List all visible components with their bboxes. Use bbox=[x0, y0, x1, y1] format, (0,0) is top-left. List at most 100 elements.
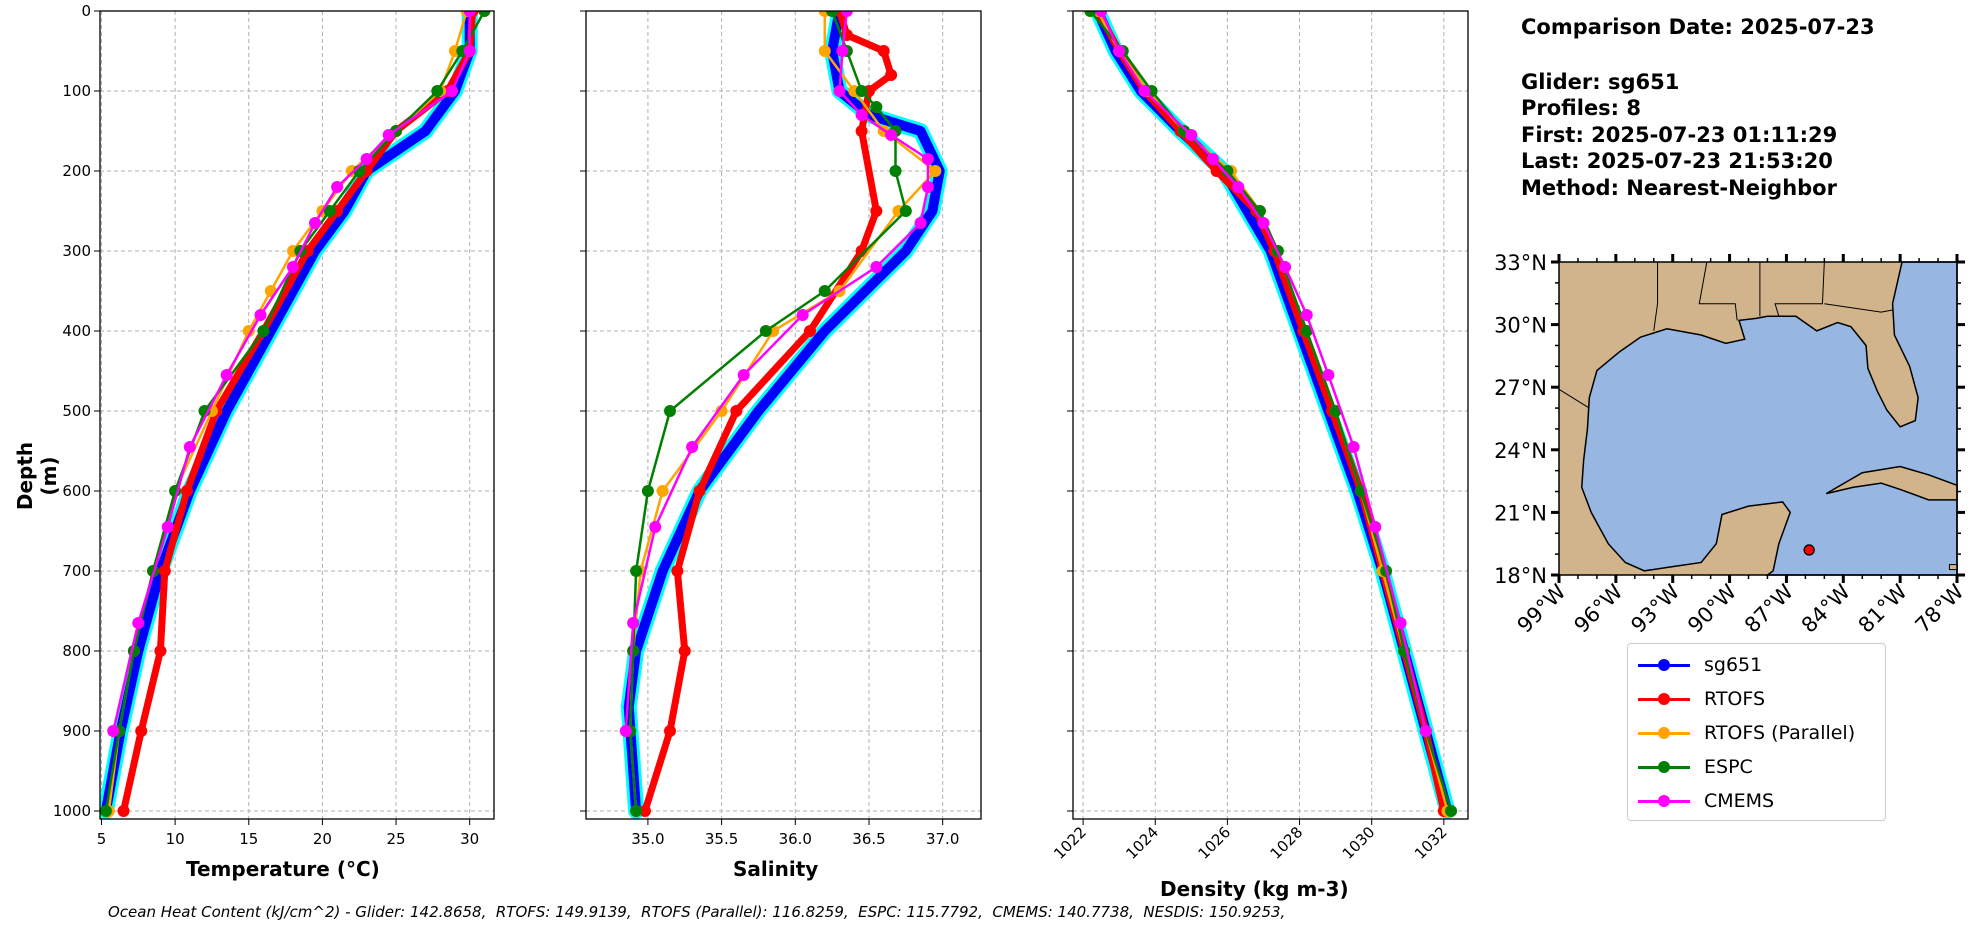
y-tick-label: 700 bbox=[62, 562, 91, 580]
y-tick-label: 400 bbox=[62, 322, 91, 340]
x-tick-label: 1028 bbox=[1267, 823, 1307, 863]
series-rtofs-marker bbox=[638, 805, 651, 817]
x-tick-label: 20 bbox=[313, 830, 332, 848]
lon-tick-label: 84°W bbox=[1797, 579, 1855, 637]
legend-item-rtofs: RTOFS bbox=[1628, 682, 1885, 716]
series-group bbox=[100, 11, 491, 819]
series-espc-marker bbox=[1221, 165, 1234, 177]
info-panel: Comparison Date: 2025-07-23 Glider: sg65… bbox=[1521, 14, 1875, 201]
x-tick-label: 1026 bbox=[1194, 823, 1234, 863]
x-tick-label: 30 bbox=[460, 830, 479, 848]
y-axis-label: Depth (m) bbox=[13, 441, 61, 511]
glider-position-marker bbox=[1803, 544, 1815, 556]
series-espc-marker bbox=[323, 205, 336, 217]
series-cmems-marker bbox=[836, 45, 849, 57]
temperature-axis-label: Temperature (°C) bbox=[186, 857, 380, 881]
method: Method: Nearest-Neighbor bbox=[1521, 175, 1837, 200]
series-espc-marker bbox=[855, 85, 868, 97]
legend-item-cmems: CMEMS bbox=[1628, 784, 1885, 818]
lon-tick-label: 96°W bbox=[1569, 579, 1627, 637]
series-rtofs-parallel-marker bbox=[656, 485, 669, 497]
series-espc-marker bbox=[257, 325, 270, 337]
panel-density: 1022 1024 1026 1028 1030 1032 bbox=[1050, 10, 1469, 863]
border-line bbox=[1653, 262, 1659, 331]
lon-tick-label: 90°W bbox=[1683, 579, 1741, 637]
legend-swatch bbox=[1638, 757, 1690, 777]
series-cmems-marker bbox=[1369, 521, 1382, 533]
lon-tick-label: 93°W bbox=[1626, 579, 1684, 637]
series-cmems-marker bbox=[833, 85, 846, 97]
series-rtofs-marker bbox=[693, 485, 706, 497]
border-line bbox=[1698, 261, 1738, 321]
x-tick-label: 36.0 bbox=[779, 830, 812, 848]
series-cmems-marker bbox=[737, 369, 750, 381]
y-tick-label: 900 bbox=[62, 722, 91, 740]
series-cmems-marker bbox=[855, 109, 868, 121]
series-rtofs-marker bbox=[117, 805, 130, 817]
legend-swatch bbox=[1638, 655, 1690, 675]
y-tick-label: 1000 bbox=[53, 802, 91, 820]
series-group bbox=[619, 11, 948, 819]
series-cmems-marker bbox=[286, 261, 299, 273]
x-tick-label: 36.5 bbox=[852, 830, 885, 848]
lat-tick-label: 30°N bbox=[1494, 314, 1547, 338]
legend-swatch bbox=[1638, 791, 1690, 811]
series-cmems-marker bbox=[870, 261, 883, 273]
series-espc-marker bbox=[664, 405, 677, 417]
hispaniola bbox=[1948, 564, 1958, 571]
series-rtofs-marker bbox=[877, 45, 890, 57]
x-tick-label: 15 bbox=[239, 830, 258, 848]
series-cmems-marker bbox=[254, 309, 267, 321]
series-espc-marker bbox=[889, 165, 902, 177]
x-tick-label: 35.5 bbox=[705, 830, 738, 848]
series-cmems-marker bbox=[1300, 309, 1313, 321]
series-cmems-line bbox=[1099, 11, 1428, 732]
series-espc-marker bbox=[818, 285, 831, 297]
y-tick-label: 500 bbox=[62, 402, 91, 420]
x-tick-label: 37.0 bbox=[926, 830, 959, 848]
series-espc-marker bbox=[630, 805, 643, 817]
y-tick-label: 0 bbox=[81, 2, 91, 20]
series-rtofs-marker bbox=[870, 205, 883, 217]
y-tick-label: 100 bbox=[62, 82, 91, 100]
series-espc-line bbox=[1089, 11, 1453, 812]
series-cmems-marker bbox=[220, 369, 233, 381]
series-sg651-line bbox=[623, 11, 945, 816]
series-espc-marker bbox=[431, 85, 444, 97]
series-espc-marker bbox=[826, 11, 839, 17]
axes-frame bbox=[99, 10, 495, 820]
lat-tick-label: 24°N bbox=[1494, 439, 1547, 463]
series-rtofs-marker bbox=[885, 69, 898, 81]
legend-label: CMEMS bbox=[1704, 790, 1775, 812]
series-cmems-marker bbox=[463, 45, 476, 57]
legend-item-rtofs-parallel: RTOFS (Parallel) bbox=[1628, 716, 1885, 750]
series-cmems-marker bbox=[446, 85, 459, 97]
x-tick-label: 5 bbox=[97, 830, 107, 848]
series-cmems-marker bbox=[885, 129, 898, 141]
series-cmems-marker bbox=[921, 181, 934, 193]
series-espc-marker bbox=[899, 205, 912, 217]
series-rtofs-marker bbox=[158, 565, 171, 577]
series-cmems-marker bbox=[161, 521, 174, 533]
comparison-date: Comparison Date: 2025-07-23 bbox=[1521, 15, 1875, 39]
series-espc-line bbox=[104, 11, 486, 812]
series-rtofs-marker bbox=[804, 325, 817, 337]
series-cmems-line bbox=[112, 11, 471, 732]
lon-tick-label: 78°W bbox=[1911, 579, 1969, 637]
series-espc-marker bbox=[870, 101, 883, 113]
legend-item-sg651: sg651 bbox=[1628, 648, 1885, 682]
series-sg651-line bbox=[100, 11, 475, 816]
series-espc-marker bbox=[627, 645, 640, 657]
series-espc-marker bbox=[759, 325, 772, 337]
series-cmems-marker bbox=[183, 441, 196, 453]
density-axis-label: Density (kg m-3) bbox=[1160, 877, 1349, 901]
series-cmems-marker bbox=[686, 441, 699, 453]
series-cmems-marker bbox=[840, 11, 853, 17]
series-rtofs-parallel-marker bbox=[929, 165, 942, 177]
series-cmems-marker bbox=[1347, 441, 1360, 453]
panel-salinity: 35.0 35.5 36.0 36.5 37.0 bbox=[580, 10, 982, 848]
series-cmems-marker bbox=[1257, 217, 1270, 229]
border-line bbox=[1774, 261, 1825, 317]
series-rtofs-marker bbox=[678, 645, 691, 657]
series-espc-marker bbox=[1445, 805, 1458, 817]
